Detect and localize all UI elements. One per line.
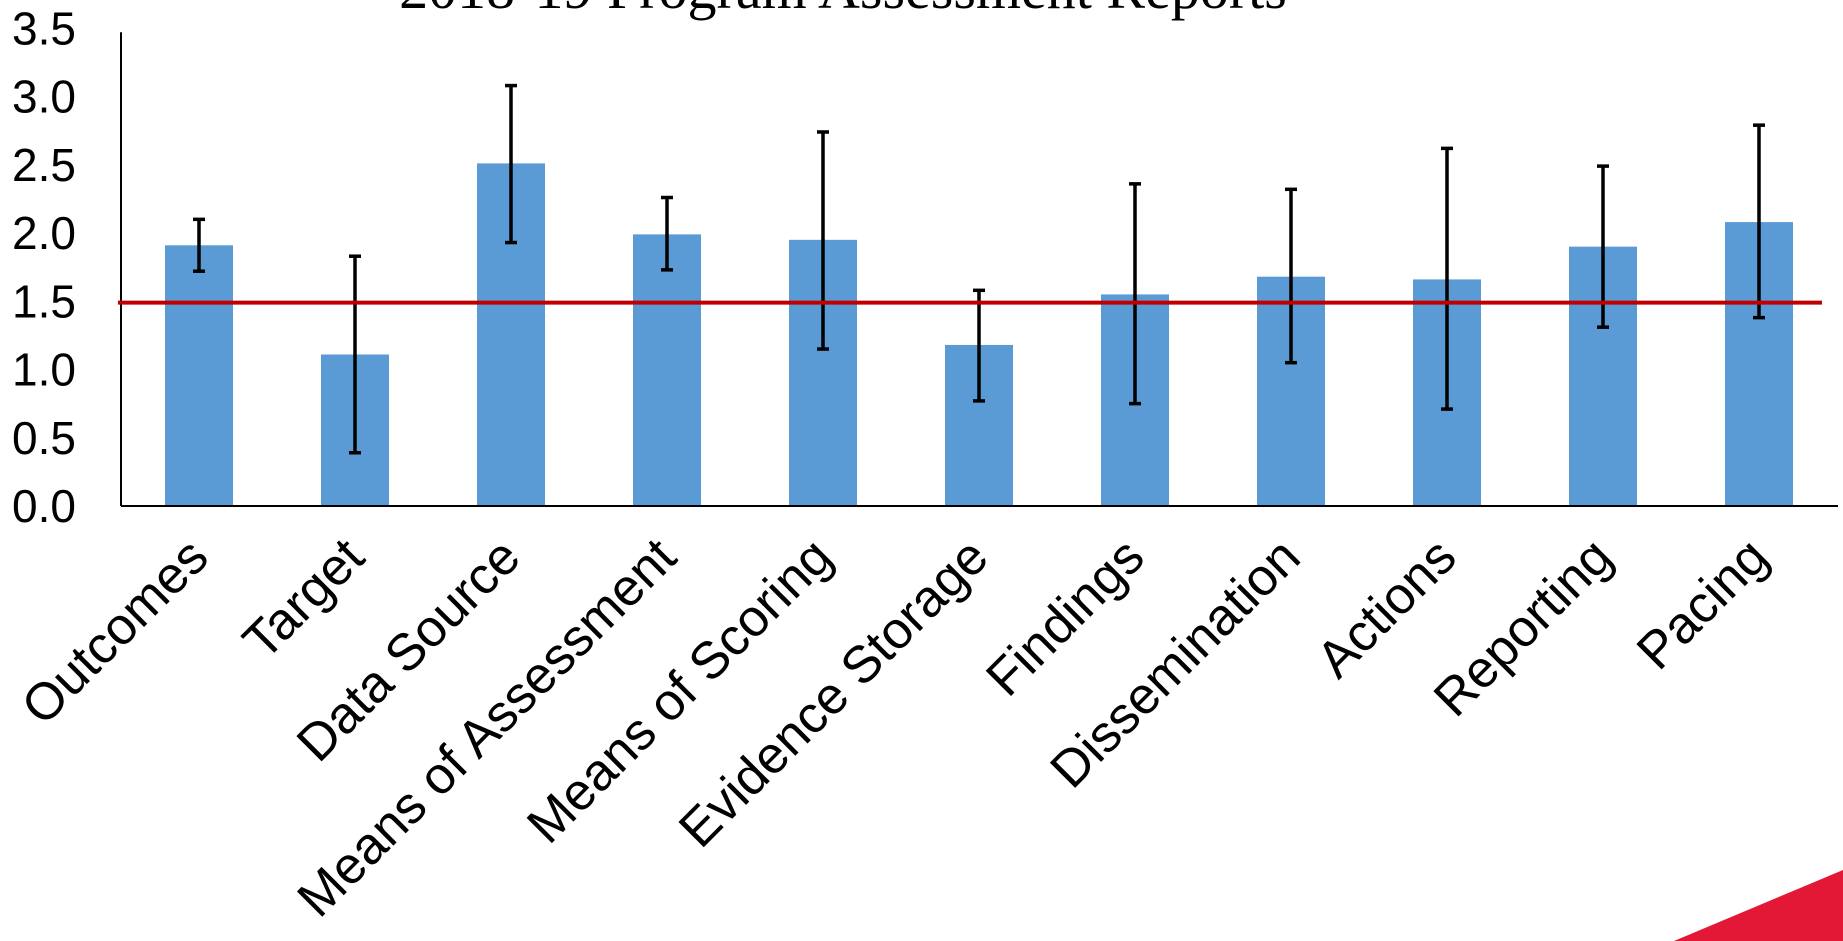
y-axis-ticks: 0.0 0.5 1.0 1.5 2.0 2.5 3.0 3.5 [12, 2, 76, 532]
error-bar [193, 217, 205, 273]
axes [120, 32, 1838, 507]
error-bar [505, 83, 517, 245]
category-label: Outcomes [11, 527, 220, 736]
y-tick-label: 2.5 [12, 139, 76, 191]
bar-series [165, 163, 1793, 507]
corner-accent-shape [1674, 870, 1843, 941]
bar [633, 234, 701, 507]
error-bar [1753, 123, 1765, 320]
y-tick-label: 0.0 [12, 480, 76, 532]
error-bar [349, 254, 361, 455]
error-bars [193, 83, 1765, 455]
chart-title: 2018-19 Program Assessment Reports [399, 0, 1287, 21]
y-tick-label: 3.5 [12, 2, 76, 54]
y-tick-label: 2.0 [12, 207, 76, 259]
error-bar [661, 195, 673, 272]
y-tick-label: 3.0 [12, 71, 76, 123]
error-bar [817, 130, 829, 351]
error-bar [1129, 182, 1141, 406]
category-label: Pacing [1626, 527, 1779, 680]
error-bar [1597, 164, 1609, 329]
error-bar [973, 288, 985, 403]
y-tick-label: 1.0 [12, 344, 76, 396]
error-bar [1285, 187, 1297, 365]
category-label: Target [232, 527, 376, 671]
y-tick-label: 0.5 [12, 412, 76, 464]
error-bar [1441, 146, 1453, 411]
bar [165, 245, 233, 506]
y-tick-label: 1.5 [12, 275, 76, 327]
category-label: Actions [1306, 527, 1468, 689]
